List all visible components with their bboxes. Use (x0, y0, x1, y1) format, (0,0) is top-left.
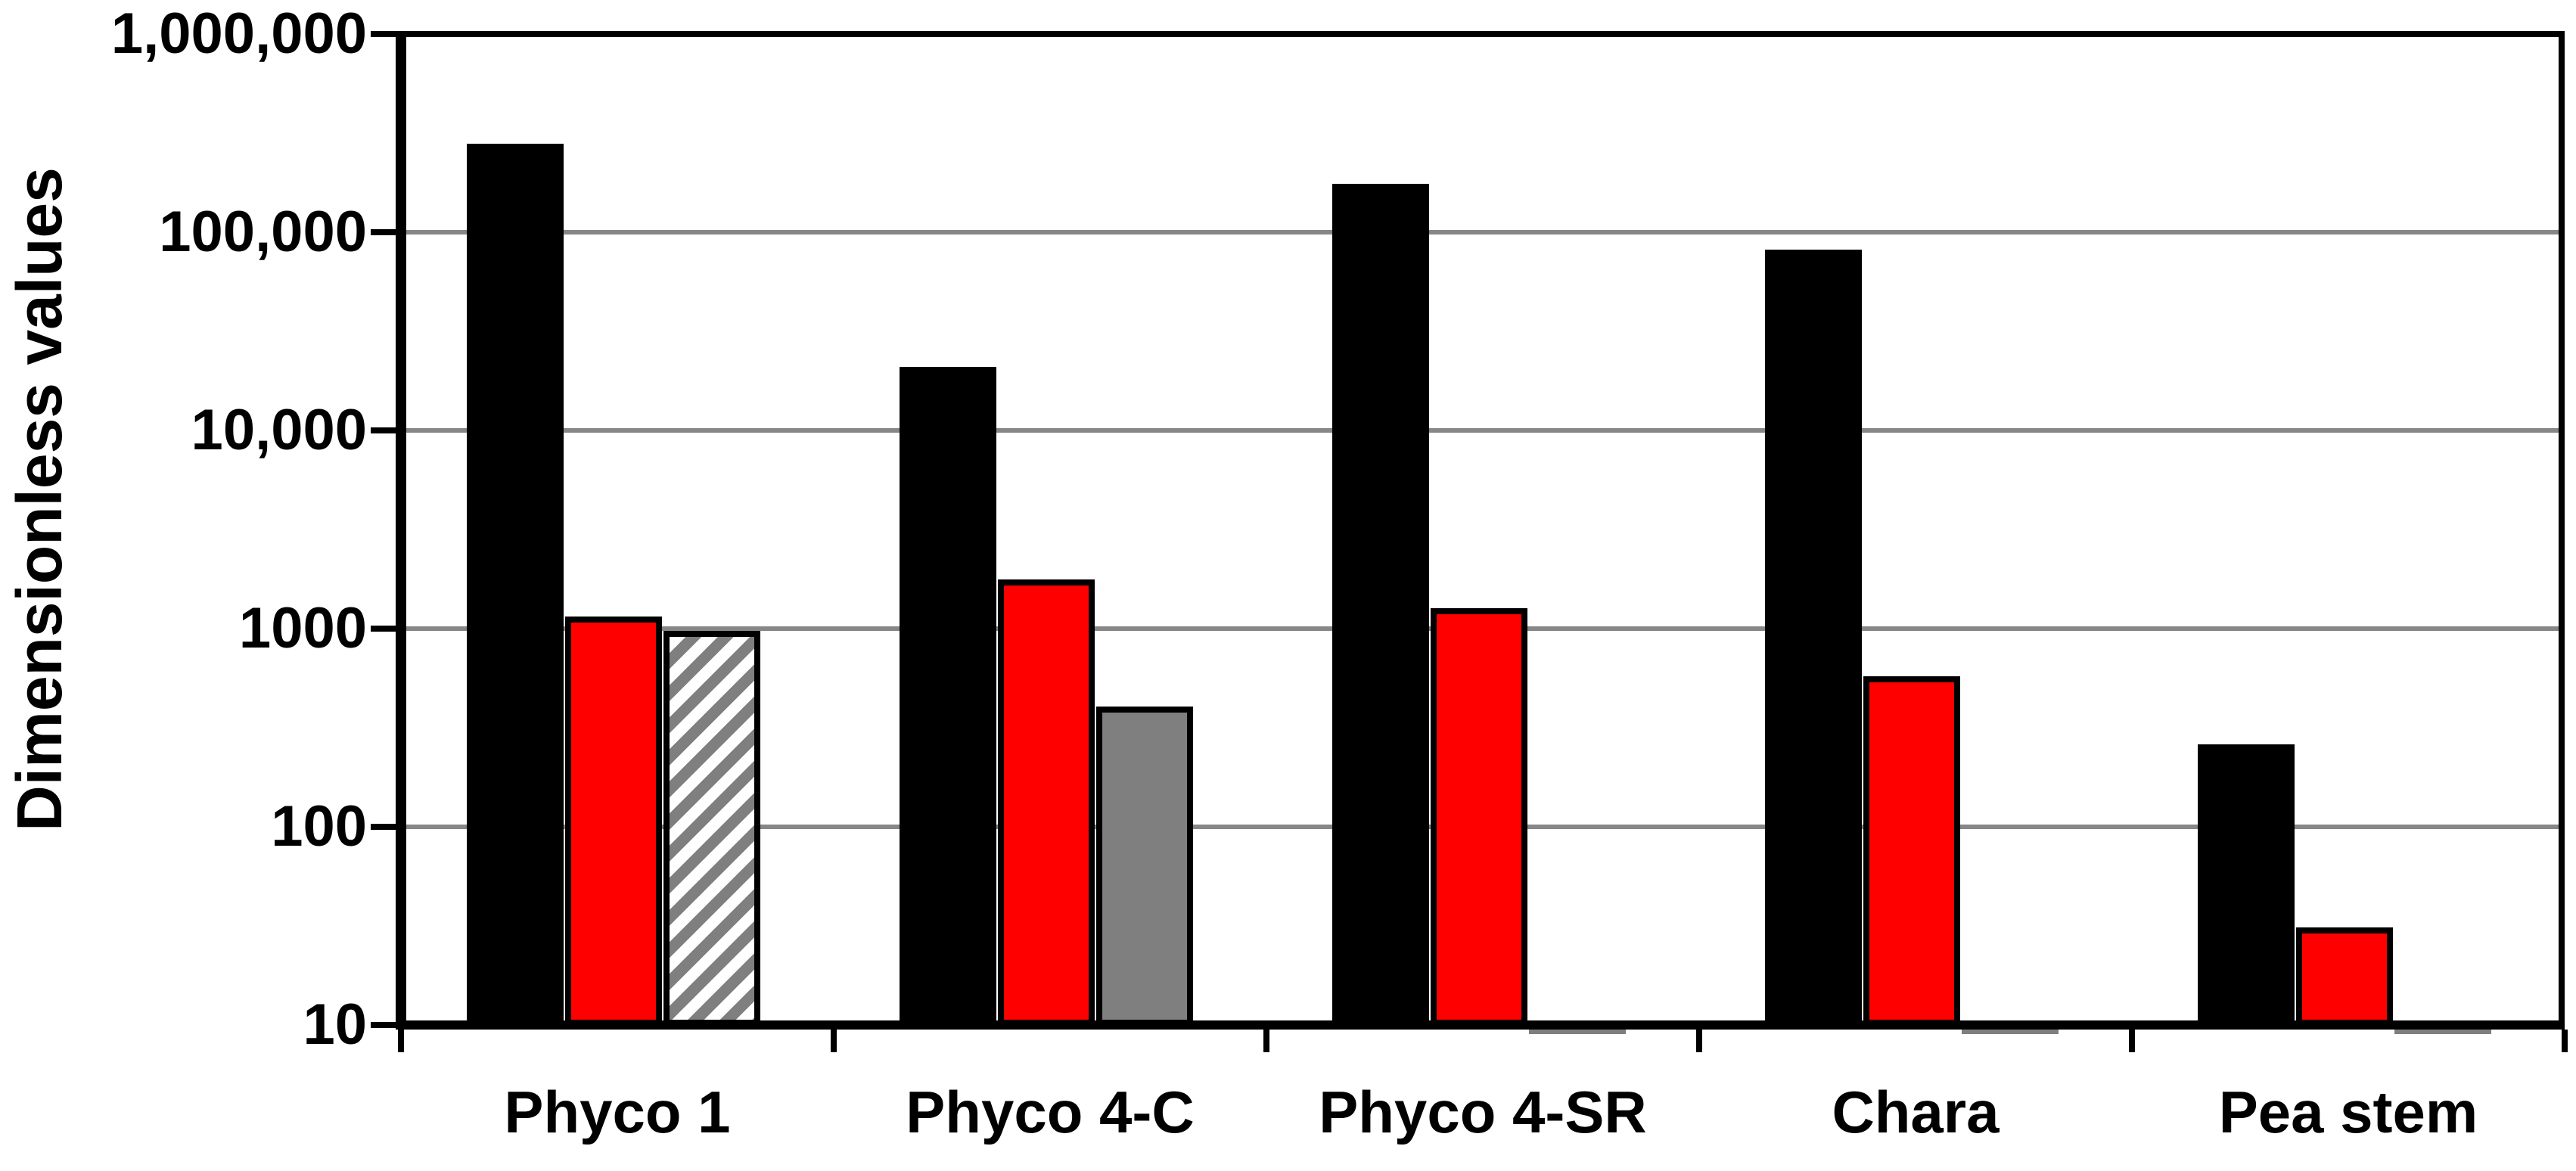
bar-series-2-red-pea-stem (2296, 927, 2393, 1026)
y-axis-title: Dimensionless values (4, 167, 75, 831)
plot-border-top (396, 31, 2565, 37)
bar-series-2-red-phyco-4-c (998, 579, 1095, 1026)
bar-series-2-red-chara (1863, 676, 1960, 1026)
x-category-label-chara: Chara (1832, 1079, 2000, 1145)
x-tick-3 (1696, 1030, 1702, 1052)
y-tick-label-100,000: 100,000 (159, 200, 367, 264)
x-tick-5 (2562, 1030, 2568, 1052)
bar-series-3-gray-phyco-1 (663, 631, 760, 1026)
bar-series-1-black-phyco-4-c (900, 366, 996, 1026)
x-category-label-phyco-4-sr: Phyco 4-SR (1319, 1079, 1647, 1145)
bar-series-1-black-chara (1765, 249, 1862, 1026)
bar-series-1-black-phyco-4-sr (1332, 184, 1429, 1026)
bar-series-3-gray-phyco-4-c (1096, 706, 1193, 1026)
bar-series-2-red-phyco-4-sr (1431, 607, 1527, 1026)
x-axis-line (396, 1020, 2565, 1030)
y-tick-label-10: 10 (303, 992, 367, 1057)
y-tick-100,000 (371, 229, 396, 235)
x-category-label-phyco-1: Phyco 1 (504, 1079, 731, 1145)
y-tick-100 (371, 824, 396, 830)
x-tick-0 (398, 1030, 404, 1052)
bar-series-2-red-phyco-1 (565, 617, 662, 1026)
x-tick-2 (1263, 1030, 1269, 1052)
y-tick-label-1000: 1000 (238, 596, 367, 660)
bar-series-3-gray-pea-stem (2394, 1027, 2491, 1034)
y-tick-10,000 (371, 427, 396, 433)
gridline-10,000 (406, 428, 2559, 433)
bar-series-1-black-pea-stem (2198, 744, 2295, 1026)
x-tick-1 (831, 1030, 837, 1052)
y-tick-label-10,000: 10,000 (191, 398, 367, 462)
y-tick-label-1,000,000: 1,000,000 (110, 2, 367, 66)
plot-border-right (2559, 31, 2565, 1030)
bar-series-1-black-phyco-1 (467, 143, 564, 1026)
bar-series-3-gray-phyco-4-sr (1529, 1027, 1626, 1034)
x-category-label-phyco-4-c: Phyco 4-C (906, 1079, 1195, 1145)
y-tick-1000 (371, 626, 396, 632)
y-axis-line (396, 31, 406, 1030)
gridline-100,000 (406, 230, 2559, 235)
x-category-label-pea-stem: Pea stem (2218, 1079, 2478, 1145)
y-tick-10 (371, 1022, 396, 1028)
y-tick-label-100: 100 (271, 794, 367, 859)
y-tick-1,000,000 (371, 31, 396, 37)
bar-series-3-gray-chara (1962, 1027, 2059, 1034)
x-tick-4 (2129, 1030, 2135, 1052)
